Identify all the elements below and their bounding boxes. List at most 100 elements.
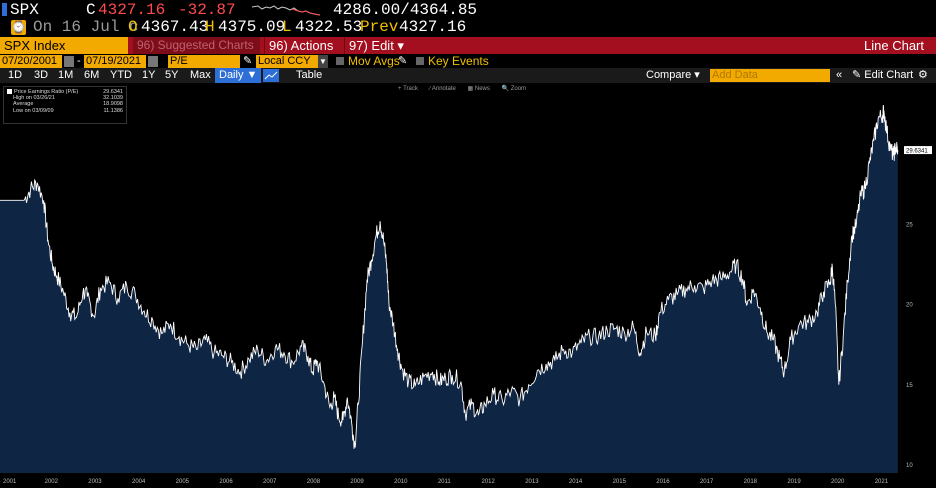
key-events-label: Key Events: [428, 54, 489, 68]
low-label: L: [282, 18, 292, 36]
pencil-icon[interactable]: ✎: [243, 55, 253, 67]
legend-low-value: 11.1386: [103, 107, 123, 114]
calendar-icon[interactable]: [64, 56, 74, 67]
last-value-tag: [904, 146, 932, 155]
x-tick-label: 2020: [831, 479, 845, 485]
x-tick-label: 2007: [263, 479, 277, 485]
x-tick-label: 2018: [744, 479, 758, 485]
field-input[interactable]: P/E: [168, 55, 240, 68]
edit-chart-label: Edit Chart: [864, 69, 914, 81]
x-tick-label: 2021: [875, 479, 889, 485]
quote-detail-line: ⌚ On 16 Jul c O 4367.43 H 4375.09 L 4322…: [0, 18, 936, 37]
prev-label: Prev: [360, 18, 399, 36]
legend-high-label: High on 03/26/21: [13, 95, 55, 102]
x-tick-label: 2006: [219, 479, 233, 485]
legend-high-row: High on 03/26/21 32.1039: [7, 95, 123, 101]
compare-button[interactable]: Compare ▾: [646, 69, 700, 81]
command-bar: SPX Index 96) Suggested Charts 96) Actio…: [0, 37, 936, 70]
pe-area-fill: [0, 105, 898, 474]
field-bar: 07/20/2001 - 07/19/2021 P/E ✎ Local CCY …: [0, 54, 936, 68]
x-tick-label: 2015: [613, 479, 627, 485]
legend-series-value: 29.6341: [103, 89, 123, 95]
x-tick-label: 2002: [45, 479, 59, 485]
period-bar: 1D 3D 1M 6M YTD 1Y 5Y Max Daily ▼ Table …: [0, 68, 936, 83]
calendar-icon[interactable]: [148, 56, 158, 67]
frequency-select[interactable]: Daily ▼: [215, 68, 262, 83]
currency-select[interactable]: Local CCY: [256, 55, 318, 68]
chart-legend: Price Earnings Ratio (P/E) 29.6341 High …: [3, 86, 127, 124]
legend-series-name: Price Earnings Ratio (P/E): [14, 89, 79, 95]
period-max-button[interactable]: Max: [190, 69, 211, 81]
period-ytd-button[interactable]: YTD: [110, 69, 132, 81]
x-tick-label: 2009: [350, 479, 364, 485]
security-marker-icon: [2, 3, 7, 16]
collapse-arrows-icon[interactable]: «: [836, 69, 843, 81]
chart-area[interactable]: 10 15 20 25 29.6341 2001 2002 2003 2004 2005 2006 2…: [0, 83, 936, 488]
period-1y-button[interactable]: 1Y: [142, 69, 156, 81]
period-3d-button[interactable]: 3D: [34, 69, 49, 81]
open-value: 4367.43: [141, 18, 209, 36]
quote-date: On 16 Jul c: [33, 18, 139, 36]
pencil-icon[interactable]: ✎: [398, 55, 408, 67]
exchange-icon[interactable]: ⌚: [11, 20, 26, 35]
y-tick-label: 20: [906, 303, 913, 309]
high-label: H: [205, 18, 215, 36]
end-date-input[interactable]: 07/19/2021: [84, 55, 146, 68]
period-1d-button[interactable]: 1D: [8, 69, 23, 81]
key-events-checkbox[interactable]: [416, 57, 424, 65]
quote-line: SPX C 4327.16 -32.87 4286.00/4364.85: [0, 0, 936, 20]
close-label: C: [86, 1, 96, 19]
x-tick-label: 2011: [438, 479, 452, 485]
low-value: 4322.53: [295, 18, 363, 36]
annotate-tool[interactable]: ∕ Annotate: [429, 86, 456, 92]
x-tick-label: 2003: [88, 479, 102, 485]
edit-chart-button[interactable]: ✎ Edit Chart: [852, 68, 913, 83]
x-tick-label: 2016: [656, 479, 670, 485]
series-swatch-icon: [7, 89, 12, 95]
legend-average-value: 18.9098: [103, 101, 123, 108]
period-5y-button[interactable]: 5Y: [165, 69, 179, 81]
x-tick-label: 2001: [3, 479, 17, 485]
ticker: SPX: [10, 1, 39, 19]
gear-icon[interactable]: ⚙: [918, 69, 928, 81]
pencil-icon: ✎: [852, 69, 865, 81]
x-tick-label: 2005: [176, 479, 190, 485]
y-tick-label: 15: [906, 383, 913, 389]
last-price: 4327.16: [98, 1, 166, 19]
start-date-input[interactable]: 07/20/2001: [0, 55, 62, 68]
x-tick-label: 2014: [569, 479, 583, 485]
chart-type-title: Line Chart: [864, 38, 924, 53]
legend-high-value: 32.1039: [103, 95, 123, 102]
prev-value: 4327.16: [399, 18, 467, 36]
date-separator: -: [77, 55, 81, 67]
day-range: 4286.00/4364.85: [333, 1, 478, 19]
sparkline-icon: [252, 5, 321, 16]
period-6m-button[interactable]: 6M: [84, 69, 100, 81]
security-input[interactable]: SPX Index: [0, 37, 128, 54]
line-chart-icon[interactable]: [263, 69, 279, 82]
add-data-input[interactable]: Add Data: [710, 69, 830, 82]
x-tick-label: 2017: [700, 479, 714, 485]
chevron-down-icon[interactable]: ▼: [318, 55, 328, 68]
zoom-tool[interactable]: 🔍 Zoom: [501, 86, 527, 92]
y-tick-label: 10: [906, 463, 913, 469]
x-tick-label: 2013: [525, 479, 539, 485]
table-button[interactable]: Table: [296, 69, 323, 81]
news-tool[interactable]: ▦ News: [467, 86, 490, 92]
track-tool[interactable]: + Track: [398, 86, 418, 92]
open-label: O: [128, 18, 138, 36]
mov-avgs-checkbox[interactable]: [336, 57, 344, 65]
x-tick-label: 2010: [394, 479, 408, 485]
edit-menu-button[interactable]: 97) Edit ▾: [344, 37, 406, 54]
x-tick-label: 2008: [307, 479, 321, 485]
pe-series-line: [0, 105, 899, 449]
mov-avgs-label: Mov Avgs: [348, 54, 400, 68]
period-1m-button[interactable]: 1M: [58, 69, 74, 81]
x-tick-label: 2019: [787, 479, 801, 485]
suggested-charts-button[interactable]: 96) Suggested Charts: [133, 37, 260, 54]
legend-average-label: Average: [13, 101, 34, 108]
actions-menu-button[interactable]: 96) Actions ▾: [264, 37, 342, 70]
pe-ratio-chart[interactable]: 10 15 20 25 29.6341 2001 2002 2003 2004 2005 2006 2…: [0, 83, 936, 488]
y-tick-label: 25: [906, 222, 913, 228]
net-change: -32.87: [178, 1, 236, 19]
